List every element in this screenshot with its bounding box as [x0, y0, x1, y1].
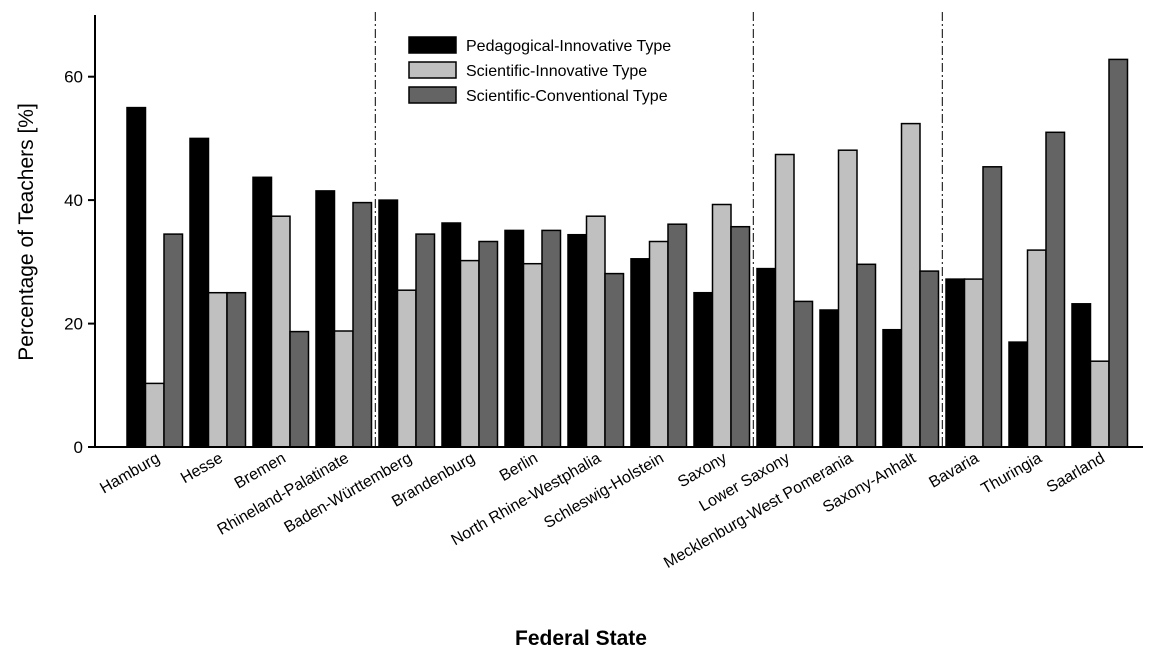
bar-lower-saxony-scientific-innovative-type: [774, 153, 795, 448]
bar-berlin-scientific-innovative-type: [522, 262, 543, 448]
bar-schleswig-holstein-scientific-innovative-type: [648, 240, 669, 448]
bar-bavaria-scientific-innovative-type: [963, 278, 984, 448]
bar-saarland-pedagogical-innovative-type: [1071, 303, 1092, 448]
bar-brandenburg-pedagogical-innovative-type: [441, 222, 462, 448]
bar-berlin-pedagogical-innovative-type: [504, 229, 525, 448]
bar-berlin-scientific-conventional-type: [541, 229, 562, 448]
bar-rhineland-palatinate-scientific-conventional-type: [352, 201, 373, 448]
bar-baden-w-rttemberg-scientific-innovative-type: [396, 289, 417, 448]
legend: Pedagogical-Innovative Type Scientific-I…: [408, 36, 671, 105]
x-tick-label-bavaria: Bavaria: [926, 450, 982, 492]
legend-swatch-pedagogical-innovative: [408, 36, 457, 54]
bar-saxony-anhalt-pedagogical-innovative-type: [882, 328, 903, 448]
bar-rhineland-palatinate-pedagogical-innovative-type: [315, 190, 336, 448]
bar-thuringia-scientific-conventional-type: [1045, 131, 1066, 448]
bar-bremen-scientific-innovative-type: [270, 215, 291, 448]
bar-baden-w-rttemberg-pedagogical-innovative-type: [378, 199, 399, 448]
bar-baden-w-rttemberg-scientific-conventional-type: [415, 233, 436, 448]
bar-north-rhine-westphalia-scientific-innovative-type: [585, 215, 606, 448]
y-tick-label-20: 20: [64, 315, 83, 334]
bar-schleswig-holstein-scientific-conventional-type: [667, 223, 688, 448]
bar-lower-saxony-scientific-conventional-type: [793, 300, 814, 448]
bar-mecklenburg-west-pomerania-pedagogical-innovative-type: [819, 309, 840, 448]
bar-saarland-scientific-innovative-type: [1089, 360, 1110, 448]
bar-north-rhine-westphalia-pedagogical-innovative-type: [567, 233, 588, 448]
bar-rhineland-palatinate-scientific-innovative-type: [333, 330, 354, 448]
bar-bremen-pedagogical-innovative-type: [252, 176, 273, 448]
x-tick-label-berlin: Berlin: [497, 450, 541, 485]
bar-hesse-pedagogical-innovative-type: [189, 137, 210, 448]
x-tick-label-schleswig-holstein: Schleswig-Holstein: [541, 450, 667, 532]
bar-hamburg-pedagogical-innovative-type: [126, 106, 147, 448]
bar-thuringia-scientific-innovative-type: [1026, 249, 1047, 448]
bar-thuringia-pedagogical-innovative-type: [1008, 341, 1029, 448]
x-tick-label-thuringia: Thuringia: [979, 450, 1045, 498]
legend-label-scientific-innovative: Scientific-Innovative Type: [466, 63, 647, 80]
bar-saxony-pedagogical-innovative-type: [693, 291, 714, 448]
bar-saxony-scientific-innovative-type: [711, 203, 732, 448]
bar-saxony-anhalt-scientific-conventional-type: [919, 270, 940, 448]
x-tick-label-hamburg: Hamburg: [97, 450, 162, 498]
bar-mecklenburg-west-pomerania-scientific-conventional-type: [856, 263, 877, 448]
legend-label-pedagogical-innovative: Pedagogical-Innovative Type: [466, 38, 671, 55]
bar-saxony-anhalt-scientific-innovative-type: [900, 122, 921, 448]
bar-saarland-scientific-conventional-type: [1108, 58, 1129, 448]
legend-swatch-scientific-innovative: [408, 61, 457, 79]
bar-saxony-scientific-conventional-type: [730, 225, 751, 448]
axes: [94, 15, 1143, 448]
y-tick-label-0: 0: [74, 438, 83, 457]
bar-brandenburg-scientific-conventional-type: [478, 240, 499, 448]
bar-hamburg-scientific-innovative-type: [144, 382, 165, 448]
bar-hesse-scientific-conventional-type: [226, 291, 247, 448]
x-tick-label-hesse: Hesse: [178, 450, 226, 487]
legend-label-scientific-conventional: Scientific-Conventional Type: [466, 88, 668, 105]
y-axis-title: Percentage of Teachers [%]: [15, 103, 38, 361]
y-tick-label-40: 40: [64, 191, 83, 210]
bars-layer: [126, 58, 1129, 448]
x-axis-title: Federal State: [515, 627, 647, 650]
bar-bremen-scientific-conventional-type: [289, 330, 310, 448]
bar-lower-saxony-pedagogical-innovative-type: [756, 267, 777, 448]
bar-hesse-scientific-innovative-type: [207, 291, 228, 448]
y-tick-label-60: 60: [64, 68, 83, 87]
bar-bavaria-pedagogical-innovative-type: [945, 278, 966, 448]
bar-north-rhine-westphalia-scientific-conventional-type: [604, 272, 625, 448]
x-tick-label-saarland: Saarland: [1044, 450, 1108, 497]
bar-schleswig-holstein-pedagogical-innovative-type: [630, 258, 651, 448]
bar-bavaria-scientific-conventional-type: [982, 166, 1003, 448]
bar-brandenburg-scientific-innovative-type: [459, 259, 480, 448]
legend-swatch-scientific-conventional: [408, 86, 457, 104]
bar-mecklenburg-west-pomerania-scientific-innovative-type: [837, 149, 858, 448]
x-tick-labels: Hamburg Hesse BremenRhineland-PalatinateBa…: [97, 449, 1107, 571]
group-separators: [374, 12, 943, 447]
y-ticks: 0 20 40 60: [64, 68, 95, 457]
bar-hamburg-scientific-conventional-type: [163, 233, 184, 448]
